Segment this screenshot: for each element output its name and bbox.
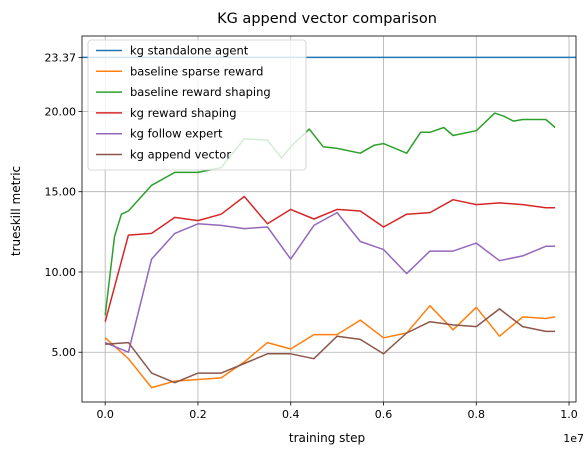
- x-tick-label: 0.6: [375, 408, 393, 421]
- y-tick-label: 5.00: [52, 346, 77, 359]
- x-axis-label: training step: [289, 431, 365, 445]
- legend-label: kg append vector: [130, 148, 231, 162]
- legend-label: kg follow expert: [130, 127, 223, 141]
- x-offset-label: 1e7: [563, 432, 584, 445]
- series-line-kg-append-vector: [105, 308, 556, 384]
- axis-ticks: 0.0 0.2 0.4 0.6 0.8 1.0 5.00 10.00 15.00 20.00 23.…: [45, 51, 578, 421]
- y-tick-label: 10.00: [45, 266, 77, 279]
- legend: kg standalone agent baseline sparse rewar…: [87, 39, 307, 171]
- legend-box: [87, 39, 307, 171]
- legend-label: baseline reward shaping: [130, 85, 271, 99]
- series-lines: [82, 56, 576, 389]
- series-line-baseline-reward-shaping: [104, 112, 556, 316]
- legend-label: kg reward shaping: [130, 106, 237, 120]
- x-tick-label: 0.4: [282, 408, 300, 421]
- y-tick-label: 20.00: [45, 105, 77, 118]
- plot-frame: [81, 35, 577, 403]
- x-tick-label: 1.0: [560, 408, 578, 421]
- y-tick-label: 15.00: [45, 186, 77, 199]
- x-tick-label: 0.2: [189, 408, 207, 421]
- y-axis-label: trueskill metric: [9, 166, 23, 256]
- y-tick-label: 23.37: [45, 51, 77, 64]
- legend-label: baseline sparse reward: [130, 64, 263, 78]
- series-line-kg-reward-shaping: [104, 195, 556, 322]
- legend-label: kg standalone agent: [130, 44, 249, 58]
- series-line-kg-follow-expert: [104, 211, 556, 353]
- x-tick-label: 0.0: [96, 408, 114, 421]
- chart-title: KG append vector comparison: [217, 11, 437, 27]
- series-line-baseline-sparse-reward: [104, 304, 556, 389]
- x-tick-label: 0.8: [468, 408, 486, 421]
